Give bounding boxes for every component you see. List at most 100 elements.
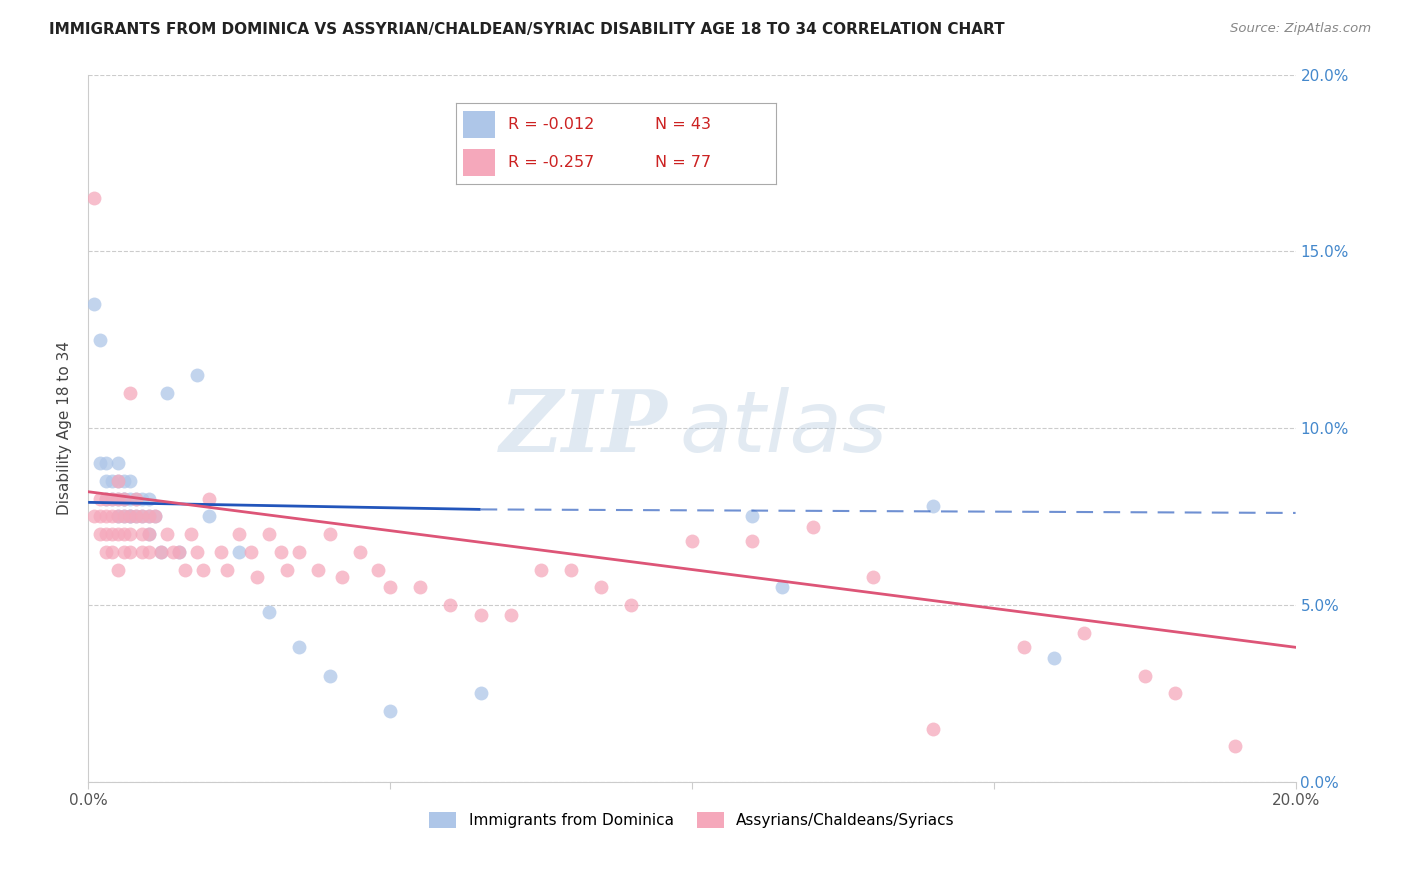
Point [228, 545, 250, 559]
Point [112, 527, 135, 541]
Point [288, 545, 311, 559]
Point [470, 608, 492, 623]
Point [138, 545, 160, 559]
Point [209, 545, 232, 559]
Point [162, 545, 184, 559]
Point [591, 580, 613, 594]
Point [307, 562, 329, 576]
Point [198, 509, 221, 524]
Point [131, 545, 153, 559]
Point [96, 491, 118, 506]
Point [112, 545, 135, 559]
Point [378, 704, 401, 718]
Point [101, 509, 124, 524]
Point [107, 527, 129, 541]
Legend: Immigrants from Dominica, Assyrians/Chaldeans/Syriacs: Immigrants from Dominica, Assyrians/Chal… [423, 805, 960, 834]
Point [89, 527, 111, 541]
Point [560, 562, 582, 576]
Point [101, 545, 124, 559]
Point [125, 509, 148, 524]
Point [107, 491, 129, 506]
Point [770, 580, 793, 594]
Point [112, 491, 135, 506]
Point [89, 333, 111, 347]
Point [138, 491, 160, 506]
Point [125, 509, 148, 524]
Point [101, 491, 124, 506]
Point [1073, 626, 1095, 640]
Point [186, 545, 208, 559]
Point [318, 668, 340, 682]
Text: ZIP: ZIP [501, 386, 668, 470]
Point [131, 527, 153, 541]
Point [409, 580, 432, 594]
Point [1225, 739, 1247, 754]
Point [801, 520, 824, 534]
Point [107, 457, 129, 471]
Point [138, 509, 160, 524]
Point [120, 385, 142, 400]
Point [741, 509, 763, 524]
Point [378, 580, 401, 594]
Point [125, 491, 148, 506]
Point [191, 562, 214, 576]
Point [439, 598, 461, 612]
Point [367, 562, 389, 576]
Point [349, 545, 371, 559]
Point [215, 562, 238, 576]
Point [922, 499, 945, 513]
Point [620, 598, 643, 612]
Point [681, 534, 703, 549]
Text: atlas: atlas [679, 386, 887, 469]
Point [83, 509, 105, 524]
Point [131, 509, 153, 524]
Point [138, 509, 160, 524]
Point [276, 562, 298, 576]
Point [186, 368, 208, 382]
Point [107, 562, 129, 576]
Point [198, 491, 221, 506]
Point [149, 545, 172, 559]
Point [125, 491, 148, 506]
Point [922, 722, 945, 736]
Point [499, 608, 522, 623]
Point [96, 491, 118, 506]
Point [96, 509, 118, 524]
Point [89, 509, 111, 524]
Text: IMMIGRANTS FROM DOMINICA VS ASSYRIAN/CHALDEAN/SYRIAC DISABILITY AGE 18 TO 34 COR: IMMIGRANTS FROM DOMINICA VS ASSYRIAN/CHA… [49, 22, 1005, 37]
Point [107, 474, 129, 488]
Point [101, 474, 124, 488]
Point [862, 569, 884, 583]
Point [120, 509, 142, 524]
Point [120, 545, 142, 559]
Point [228, 527, 250, 541]
Point [259, 527, 281, 541]
Point [143, 509, 166, 524]
Point [112, 509, 135, 524]
Point [112, 491, 135, 506]
Point [143, 509, 166, 524]
Point [101, 491, 124, 506]
Point [741, 534, 763, 549]
Point [470, 686, 492, 700]
Point [1164, 686, 1187, 700]
Point [167, 545, 190, 559]
Point [167, 545, 190, 559]
Point [107, 509, 129, 524]
Point [101, 527, 124, 541]
Point [246, 569, 269, 583]
Point [156, 385, 179, 400]
Point [1043, 651, 1066, 665]
Point [107, 491, 129, 506]
Point [120, 491, 142, 506]
Point [131, 509, 153, 524]
Point [131, 491, 153, 506]
Point [156, 527, 179, 541]
Point [83, 297, 105, 311]
Point [112, 491, 135, 506]
Point [83, 191, 105, 205]
Point [138, 527, 160, 541]
Point [149, 545, 172, 559]
Point [120, 474, 142, 488]
Point [89, 491, 111, 506]
